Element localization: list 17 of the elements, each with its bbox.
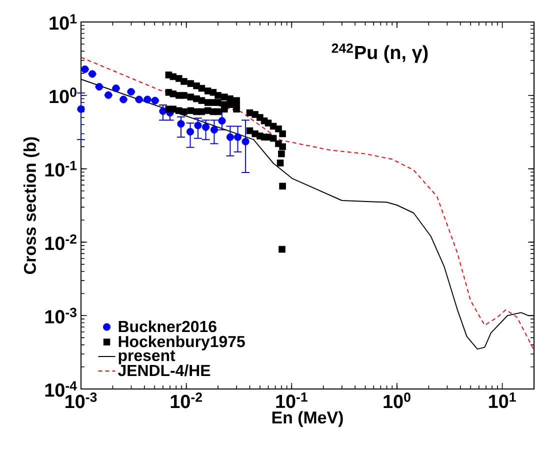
y-tick-label: 10$^{-1}$: [45, 161, 77, 177]
y-tick-label: 10$^{0}$: [50, 88, 76, 104]
legend-label: Buckner2016: [118, 320, 216, 332]
x-tick-label: 10$^{0}$: [384, 392, 410, 408]
x-tick-label: 10$^{-3}$: [66, 392, 97, 408]
legend-label: Hockenbury1975: [118, 336, 245, 350]
x-tick-label: 10$^{-2}$: [170, 392, 202, 408]
x-tick-label: 10$^{1}$: [489, 392, 516, 408]
x-axis-title: En (MeV): [272, 411, 343, 427]
y-axis-title: Cross section (b): [24, 137, 40, 274]
y-tick-label: 10$^{1}$: [50, 14, 77, 30]
y-tick-label: 10$^{-3}$: [45, 308, 76, 324]
legend-label: JENDL-4/HE: [118, 364, 210, 376]
text: $^{242}$Pu (n, γ): [332, 43, 428, 63]
y-tick-label: 10$^{-2}$: [45, 234, 76, 250]
x-tick-label: 10$^{-1}$: [276, 392, 308, 408]
legend-label: present: [118, 350, 176, 364]
